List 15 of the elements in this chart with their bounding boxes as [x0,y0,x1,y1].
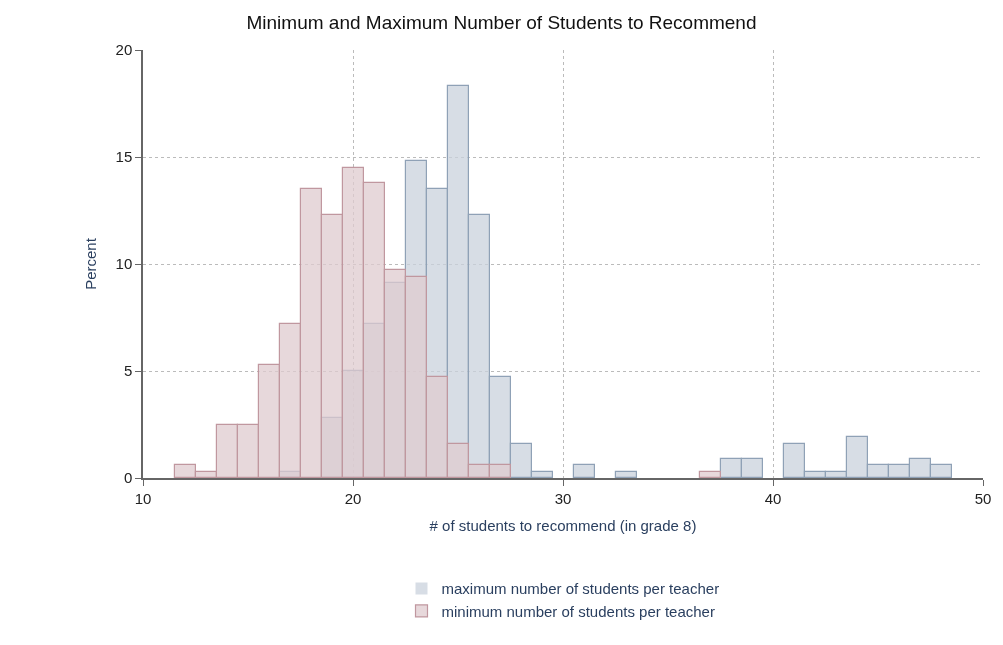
chart-title: Minimum and Maximum Number of Students to Recommend [246,12,757,34]
y-tick-label: 20 [115,41,133,59]
y-tick-label: 15 [115,148,133,166]
x-tick-label: 20 [344,489,362,507]
legend-label: minimum number of students per teacher [441,602,715,620]
x-tick-label: 40 [764,489,782,507]
x-tick-label: 10 [134,489,152,507]
x-tick-label: 50 [974,489,992,507]
y-tick-label: 5 [123,362,133,380]
y-tick-label: 10 [115,255,133,273]
x-tick-label: 30 [554,489,572,507]
y-axis-title: Percent [82,237,100,290]
legend-label: maximum number of students per teacher [441,580,720,598]
y-tick-label: 0 [123,469,133,487]
x-axis-title: # of students to recommend (in grade 8) [429,517,697,535]
